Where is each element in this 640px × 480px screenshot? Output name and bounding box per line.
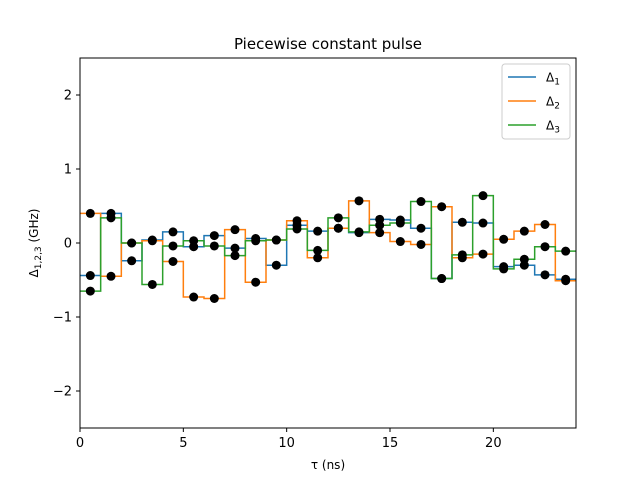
y-tick-label: 0 (64, 237, 72, 252)
x-tick-label: 10 (278, 436, 295, 451)
y-axis-ticks: −2 −1 0 1 2 (53, 89, 80, 400)
data-point-s3-14 (354, 227, 364, 237)
data-point-s2-20 (478, 249, 488, 259)
data-point-s2-5 (168, 257, 178, 266)
legend-label-1: Δ1 (546, 71, 560, 88)
data-point-s2-7 (209, 294, 219, 303)
marker-layer (85, 191, 571, 303)
data-point-s3-1 (85, 286, 95, 296)
data-point-s2-9 (251, 277, 261, 287)
data-point-s3-5 (168, 241, 178, 251)
x-tick-label: 15 (382, 436, 399, 451)
data-point-s3-7 (209, 241, 219, 251)
x-tick-label: 5 (179, 436, 187, 451)
data-point-s1-23 (540, 270, 550, 280)
series-line-3 (80, 194, 576, 292)
x-axis-ticks: 0 5 10 15 20 (76, 428, 502, 451)
data-point-s2-18 (437, 202, 447, 212)
y-axis-label-sub: 1,2,3 (34, 246, 44, 269)
data-point-s3-20 (478, 191, 488, 201)
data-point-s2-23 (540, 220, 550, 229)
data-point-s2-24 (561, 276, 571, 286)
data-point-s1-7 (209, 231, 219, 241)
data-point-s1-19 (457, 217, 467, 227)
data-point-s2-4 (147, 236, 157, 246)
data-point-s2-12 (313, 253, 323, 263)
chart-title: Piecewise constant pulse (234, 35, 422, 53)
y-tick-label: 2 (64, 89, 72, 104)
y-tick-label: −1 (53, 311, 72, 326)
data-point-s2-11 (292, 216, 302, 226)
data-point-s3-9 (251, 236, 261, 246)
data-point-s2-6 (189, 292, 199, 302)
data-point-s2-13 (333, 223, 343, 233)
data-point-s3-17 (416, 197, 426, 207)
x-tick-label: 20 (485, 436, 502, 451)
data-point-s2-1 (85, 208, 95, 218)
data-point-s1-3 (127, 256, 137, 266)
data-point-s1-12 (313, 226, 323, 236)
data-point-s3-10 (271, 235, 281, 245)
data-point-s2-22 (519, 226, 529, 236)
data-point-s3-13 (333, 213, 343, 223)
data-point-s3-22 (519, 254, 529, 264)
data-point-s3-12 (313, 245, 323, 255)
data-point-s3-24 (561, 246, 571, 256)
series-layer (80, 194, 576, 300)
y-tick-label: −2 (53, 385, 72, 400)
data-point-s2-17 (416, 239, 426, 249)
data-point-s2-16 (395, 237, 405, 247)
data-point-s1-1 (85, 271, 95, 281)
data-point-s3-19 (457, 250, 467, 260)
data-point-s3-8 (230, 251, 240, 261)
data-point-s3-4 (147, 279, 157, 289)
data-point-s2-21 (499, 234, 509, 244)
data-point-s3-15 (375, 220, 385, 230)
data-point-s3-2 (106, 213, 116, 223)
x-axis-label: τ (ns) (311, 458, 345, 472)
data-point-s3-21 (499, 264, 509, 274)
data-point-s1-17 (416, 223, 426, 233)
data-point-s3-3 (127, 238, 137, 248)
data-point-s2-15 (375, 228, 385, 238)
y-axis-label: Δ1,2,3 (GHz) (27, 209, 44, 278)
data-point-s3-23 (540, 242, 550, 252)
data-point-s2-14 (354, 196, 364, 206)
legend: Δ1 Δ2 Δ3 (501, 63, 571, 140)
data-point-s3-18 (437, 274, 447, 284)
data-point-s2-8 (230, 225, 240, 235)
data-point-s2-2 (106, 271, 116, 281)
legend-label-3: Δ3 (546, 119, 560, 136)
x-tick-label: 0 (76, 436, 84, 451)
data-point-s3-6 (189, 236, 199, 246)
data-point-s1-10 (271, 260, 281, 270)
y-axis-label-unit: (GHz) (27, 209, 41, 247)
legend-label-2: Δ2 (546, 95, 560, 112)
data-point-s1-5 (168, 227, 178, 237)
data-point-s3-11 (292, 224, 302, 234)
data-point-s1-20 (478, 218, 488, 228)
data-point-s3-16 (395, 218, 405, 228)
y-axis-label-base: Δ (27, 268, 41, 277)
data-point-s1-8 (230, 243, 240, 253)
y-tick-label: 1 (64, 163, 72, 178)
